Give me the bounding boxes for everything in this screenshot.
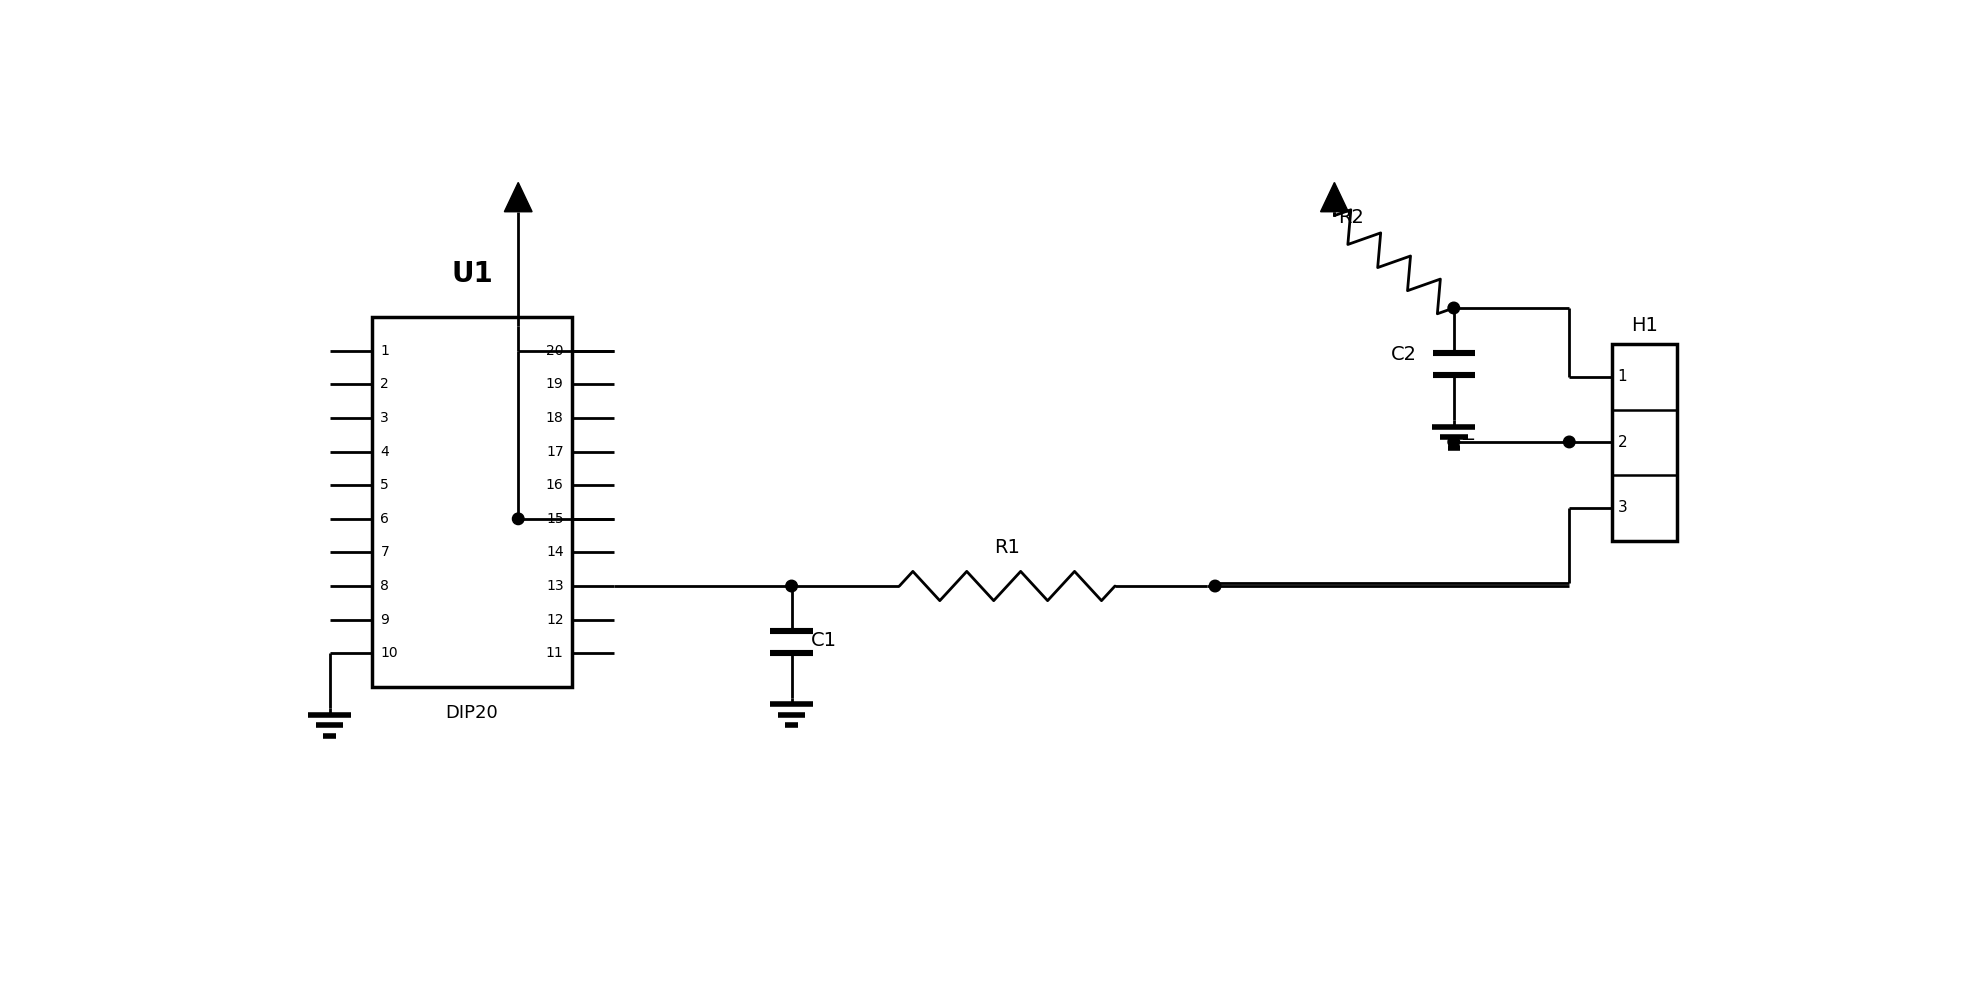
Text: 14: 14 [546, 545, 564, 559]
Text: 1: 1 [380, 344, 390, 358]
Circle shape [1447, 302, 1459, 314]
Text: 2: 2 [380, 377, 388, 391]
Text: R1: R1 [994, 537, 1020, 557]
Text: 4: 4 [380, 445, 388, 458]
Text: 17: 17 [546, 445, 564, 458]
Text: −: − [1459, 431, 1475, 449]
Text: 18: 18 [546, 411, 564, 425]
Text: 7: 7 [380, 545, 388, 559]
Text: 2: 2 [1618, 435, 1628, 450]
Text: 1: 1 [1618, 370, 1628, 384]
Text: C1: C1 [810, 630, 836, 650]
Text: 10: 10 [380, 646, 398, 660]
Text: U1: U1 [451, 260, 493, 288]
Text: 3: 3 [1618, 500, 1628, 516]
Circle shape [1447, 436, 1459, 448]
Text: 19: 19 [546, 377, 564, 391]
Text: 11: 11 [546, 646, 564, 660]
Text: C2: C2 [1390, 346, 1416, 365]
Circle shape [786, 580, 798, 592]
Text: 12: 12 [546, 613, 564, 626]
Text: 20: 20 [546, 344, 564, 358]
Text: 3: 3 [380, 411, 388, 425]
Text: 16: 16 [546, 478, 564, 492]
Text: R2: R2 [1338, 208, 1364, 227]
Circle shape [513, 513, 525, 525]
Circle shape [1208, 580, 1220, 592]
Text: DIP20: DIP20 [446, 703, 499, 722]
Text: 5: 5 [380, 478, 388, 492]
Text: 8: 8 [380, 579, 390, 593]
Text: H1: H1 [1630, 316, 1657, 335]
Circle shape [1562, 436, 1574, 448]
Bar [372, 317, 572, 687]
Text: 15: 15 [546, 512, 564, 526]
Text: 13: 13 [546, 579, 564, 593]
Polygon shape [1321, 183, 1348, 211]
Text: 6: 6 [380, 512, 390, 526]
Text: 9: 9 [380, 613, 390, 626]
Polygon shape [505, 183, 533, 211]
Bar [1612, 344, 1677, 540]
